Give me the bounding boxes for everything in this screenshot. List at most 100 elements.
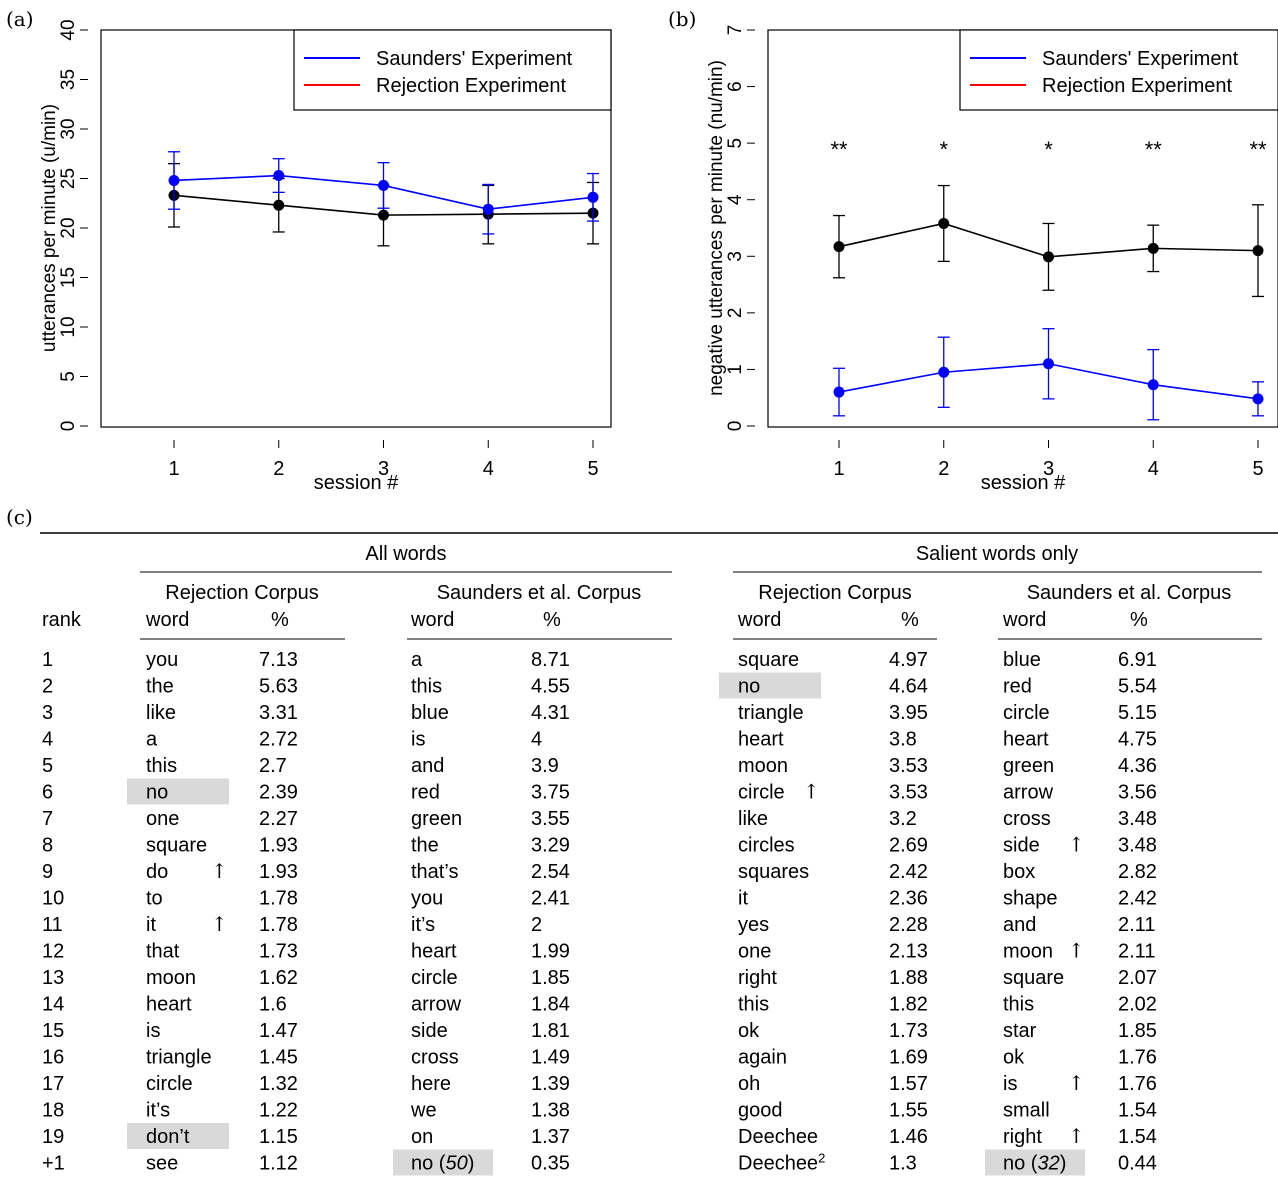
percent-cell: 0.44 — [1118, 1153, 1157, 1175]
percent-cell: 1.55 — [889, 1100, 928, 1122]
percent-cell: 1.47 — [259, 1020, 298, 1042]
x-axis-b: 1 2 3 4 5 — [833, 440, 1264, 480]
y-tick-label: 35 — [58, 69, 79, 90]
percent-cell: 6.91 — [1118, 649, 1157, 671]
data-point-rejection — [378, 209, 389, 221]
word-cell: square — [738, 649, 799, 671]
word-cell: side — [411, 1020, 448, 1042]
y-tick-label: 6 — [725, 81, 746, 92]
word-cell: triangle — [146, 1047, 212, 1069]
legend-box-a — [293, 29, 612, 111]
word-cell: shape — [1003, 888, 1058, 910]
data-point-saunders — [378, 179, 389, 191]
percent-cell: 1.82 — [889, 994, 928, 1016]
word-cell: blue — [1003, 649, 1041, 671]
x-tick-label: 1 — [168, 458, 179, 480]
percent-cell: 2.11 — [1118, 941, 1155, 963]
percent-cell: 3.56 — [1118, 782, 1157, 804]
data-point-saunders — [1043, 358, 1054, 370]
data-point-saunders — [273, 170, 285, 182]
y-tick-label: 3 — [725, 251, 746, 262]
highlight-box — [127, 778, 229, 805]
chart-a: 0 5 10 15 20 25 30 35 40 1 2 3 4 5 session # utteran… — [39, 19, 612, 494]
significance-marker: ** — [1249, 137, 1267, 162]
word-cell: no (50) — [411, 1153, 474, 1175]
word-cell: one — [738, 941, 771, 963]
percent-cell: 2.7 — [259, 755, 287, 777]
column-header-word: word — [1002, 609, 1046, 631]
percent-cell: 1.12 — [259, 1153, 298, 1175]
word-cell: that — [146, 941, 180, 963]
percent-cell: 1.84 — [531, 994, 570, 1016]
percent-cell: 1.49 — [531, 1047, 570, 1069]
word-cell: it — [738, 888, 748, 910]
rank-cell: 15 — [42, 1020, 64, 1042]
legend-label-saunders-b: Saunders' Experiment — [1042, 48, 1239, 70]
word-cell: is — [146, 1020, 160, 1042]
column-header-word: word — [145, 609, 189, 631]
data-point-rejection — [1252, 245, 1264, 257]
word-cell: squares — [738, 861, 809, 883]
percent-cell: 3.75 — [531, 782, 570, 804]
y-tick-label: 0 — [725, 421, 746, 432]
word-cell: circle — [1003, 702, 1050, 724]
word-cell: a — [146, 729, 158, 751]
percent-cell: 1.57 — [889, 1073, 928, 1095]
legend-label-rejection-b: Rejection Experiment — [1042, 75, 1233, 97]
data-point-saunders — [587, 191, 599, 203]
percent-cell: 1.93 — [259, 861, 298, 883]
highlight-box — [719, 672, 821, 699]
y-tick-label: 1 — [725, 364, 746, 375]
word-cell: green — [411, 808, 462, 830]
percent-cell: 3.95 — [889, 702, 928, 724]
x-axis-a: 1 2 3 4 5 — [168, 440, 599, 480]
percent-cell: 1.39 — [531, 1073, 570, 1095]
data-point-saunders — [168, 174, 180, 186]
percent-cell: 1.85 — [1118, 1020, 1157, 1042]
word-cell: moon — [738, 755, 788, 777]
y-tick-label: 0 — [58, 421, 79, 432]
percent-cell: 2.07 — [1118, 967, 1157, 989]
rank-cell: 19 — [42, 1126, 64, 1148]
percent-cell: 1.45 — [259, 1047, 298, 1069]
word-cell: good — [738, 1100, 783, 1122]
x-tick-label: 5 — [587, 458, 598, 480]
word-cell: right — [1003, 1126, 1042, 1148]
highlight-box — [985, 1149, 1085, 1176]
y-axis-a: 0 5 10 15 20 25 30 35 40 — [58, 19, 88, 431]
rank-cell: 17 — [42, 1073, 64, 1095]
highlight-box — [393, 1149, 493, 1176]
y-tick-label: 10 — [58, 316, 79, 337]
percent-cell: 1.76 — [1118, 1047, 1157, 1069]
word-cell: circle — [411, 967, 458, 989]
data-point-rejection — [273, 199, 285, 211]
rank-cell: 12 — [42, 941, 64, 963]
word-cell: moon — [146, 967, 196, 989]
increase-arrow-icon: ↑ — [211, 912, 228, 936]
rank-header: rank — [42, 609, 82, 631]
increase-arrow-icon: ↑ — [1068, 939, 1085, 963]
percent-cell: 4.75 — [1118, 729, 1157, 751]
word-cell: no — [738, 676, 760, 698]
percent-cell: 1.73 — [889, 1020, 928, 1042]
increase-arrow-icon: ↑ — [211, 859, 228, 883]
percent-cell: 1.93 — [259, 835, 298, 857]
rank-cell: 10 — [42, 888, 64, 910]
word-cell: heart — [146, 994, 192, 1016]
rank-cell: 1 — [42, 649, 53, 671]
percent-cell: 1.76 — [1118, 1073, 1157, 1095]
percent-cell: 2.72 — [259, 729, 298, 751]
word-cell: you — [146, 649, 178, 671]
column-header-word: word — [737, 609, 781, 631]
percent-cell: 2.69 — [889, 835, 928, 857]
y-tick-label: 40 — [58, 19, 79, 40]
column-headers: word% word% word% word% — [145, 609, 1148, 631]
word-cell: no — [146, 782, 168, 804]
x-tick-label: 3 — [1043, 458, 1054, 480]
percent-cell: 2.42 — [1118, 888, 1157, 910]
percent-cell: 1.22 — [259, 1100, 298, 1122]
data-point-saunders — [1147, 379, 1159, 391]
percent-cell: 4.55 — [531, 676, 570, 698]
percent-cell: 2.54 — [531, 861, 570, 883]
word-cell: is — [1003, 1073, 1017, 1095]
